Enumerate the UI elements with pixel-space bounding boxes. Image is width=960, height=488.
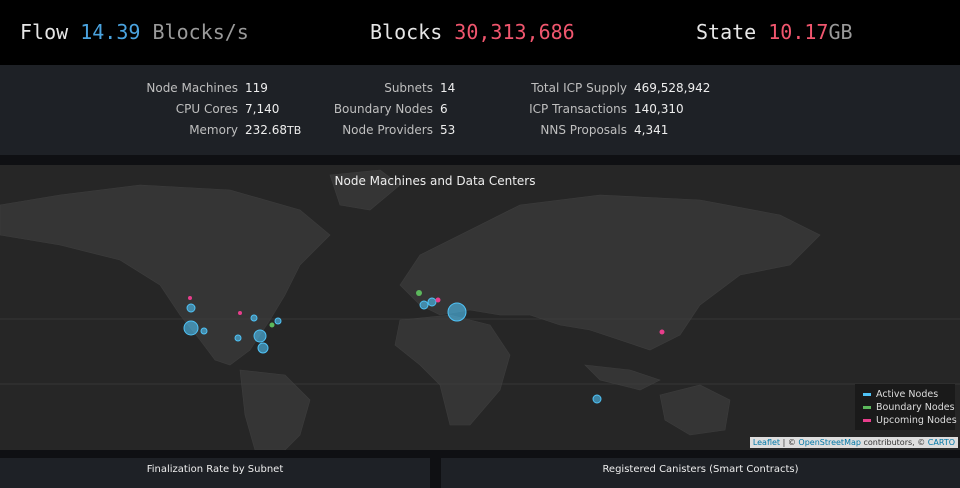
legend-entry: Active Nodes (863, 389, 938, 400)
node-marker (427, 297, 437, 307)
value: 10.17 (768, 20, 829, 44)
panel-title: Finalization Rate by Subnet (146, 464, 284, 475)
value: 140,310 (634, 102, 684, 116)
node-marker (419, 300, 429, 310)
value: 469,528,942 (634, 81, 711, 95)
panel: Registered Canisters (Smart Contracts) (441, 458, 960, 488)
node-marker (269, 322, 275, 328)
legend: Active Nodes Boundary Nodes Upcoming Nodes (855, 384, 957, 430)
value: 53 (440, 123, 456, 137)
stat-value: 119 (245, 81, 268, 95)
panel: Finalization Rate by Subnet (0, 458, 430, 488)
stat-label: ICP Transactions (529, 102, 627, 116)
active-nodes (183, 297, 602, 404)
value: 6 (440, 102, 448, 116)
unit: TB (287, 124, 302, 137)
value: 14 (440, 81, 456, 95)
attribution-text: contributors, © (860, 438, 928, 447)
stat-value: 6 (440, 102, 448, 116)
stat-value: 14 (440, 81, 455, 95)
node-marker (659, 329, 665, 335)
stat-value: 7,140 (245, 102, 279, 116)
node-marker (200, 327, 208, 335)
top-bar: Flow 14.39 Blocks/s Blocks 30,313,686 St… (0, 0, 960, 65)
legend-swatch (863, 406, 871, 409)
unit: Blocks/s (152, 20, 249, 44)
stats: Node Machines 119 CPU Cores 7,140 Memory 232.… (0, 65, 960, 155)
flow: Flow 14.39 Blocks/s (20, 20, 249, 44)
stat-value: 232.68TB (245, 123, 301, 137)
stat-value: 140,310 (634, 102, 684, 116)
map-lines (0, 318, 960, 385)
value: 14.39 (80, 20, 141, 44)
label: Blocks (370, 20, 443, 44)
stat-label: Boundary Nodes (333, 102, 433, 116)
stat-value: 4,341 (634, 123, 668, 137)
blocks: Blocks 30,313,686 (370, 20, 575, 44)
legend-entry: Boundary Nodes (863, 402, 955, 413)
state: State 10.17GB (696, 20, 853, 44)
panel-title: Registered Canisters (Smart Contracts) (602, 464, 799, 475)
boundary-nodes (269, 290, 422, 328)
value: 232.68 (245, 123, 287, 137)
map-title: Node Machines and Data Centers (334, 174, 536, 188)
attribution-text: | © (780, 438, 799, 447)
node-marker (447, 302, 467, 322)
legend-label: Active Nodes (876, 389, 939, 400)
node-marker (250, 314, 258, 322)
land (0, 169, 821, 450)
legend-swatch (863, 393, 871, 396)
node-marker (188, 296, 192, 300)
node-marker (274, 317, 282, 325)
map-canvas (0, 169, 960, 450)
label: Flow (20, 20, 69, 44)
legend-swatch (863, 419, 871, 422)
attribution-link[interactable]: OpenStreetMap (798, 438, 861, 447)
value: 7,140 (245, 102, 280, 116)
node-marker (183, 320, 199, 336)
stat-label: Node Machines (146, 81, 238, 95)
stat-value: 469,528,942 (634, 81, 710, 95)
legend-label: Upcoming Nodes (876, 415, 957, 426)
stat-label: Node Providers (342, 123, 433, 137)
map: Node Machines and Data Centers Active No… (0, 165, 960, 450)
upcoming-nodes (188, 296, 665, 335)
node-marker (416, 290, 422, 296)
node-marker (234, 334, 242, 342)
node-marker (257, 342, 269, 354)
stat-label: NNS Proposals (540, 123, 627, 137)
stat-label: Memory (189, 123, 238, 137)
attribution-link[interactable]: Leaflet (752, 438, 781, 447)
value: 119 (245, 81, 268, 95)
node-marker (253, 329, 267, 343)
attribution: Leaflet | © OpenStreetMap contributors, … (749, 437, 958, 448)
attribution-link[interactable]: CARTO (927, 438, 955, 447)
stat-label: Total ICP Supply (531, 81, 627, 95)
node-marker (435, 297, 441, 303)
stat-value: 53 (440, 123, 455, 137)
node-marker (592, 394, 602, 404)
node-marker (186, 303, 196, 313)
value: 30,313,686 (454, 20, 575, 44)
legend-label: Boundary Nodes (876, 402, 955, 413)
value: 4,341 (634, 123, 669, 137)
unit: GB (828, 20, 853, 44)
node-marker (238, 311, 242, 315)
stat-label: CPU Cores (175, 102, 238, 116)
label: State (696, 20, 757, 44)
stat-label: Subnets (384, 81, 433, 95)
legend-entry: Upcoming Nodes (863, 415, 957, 426)
